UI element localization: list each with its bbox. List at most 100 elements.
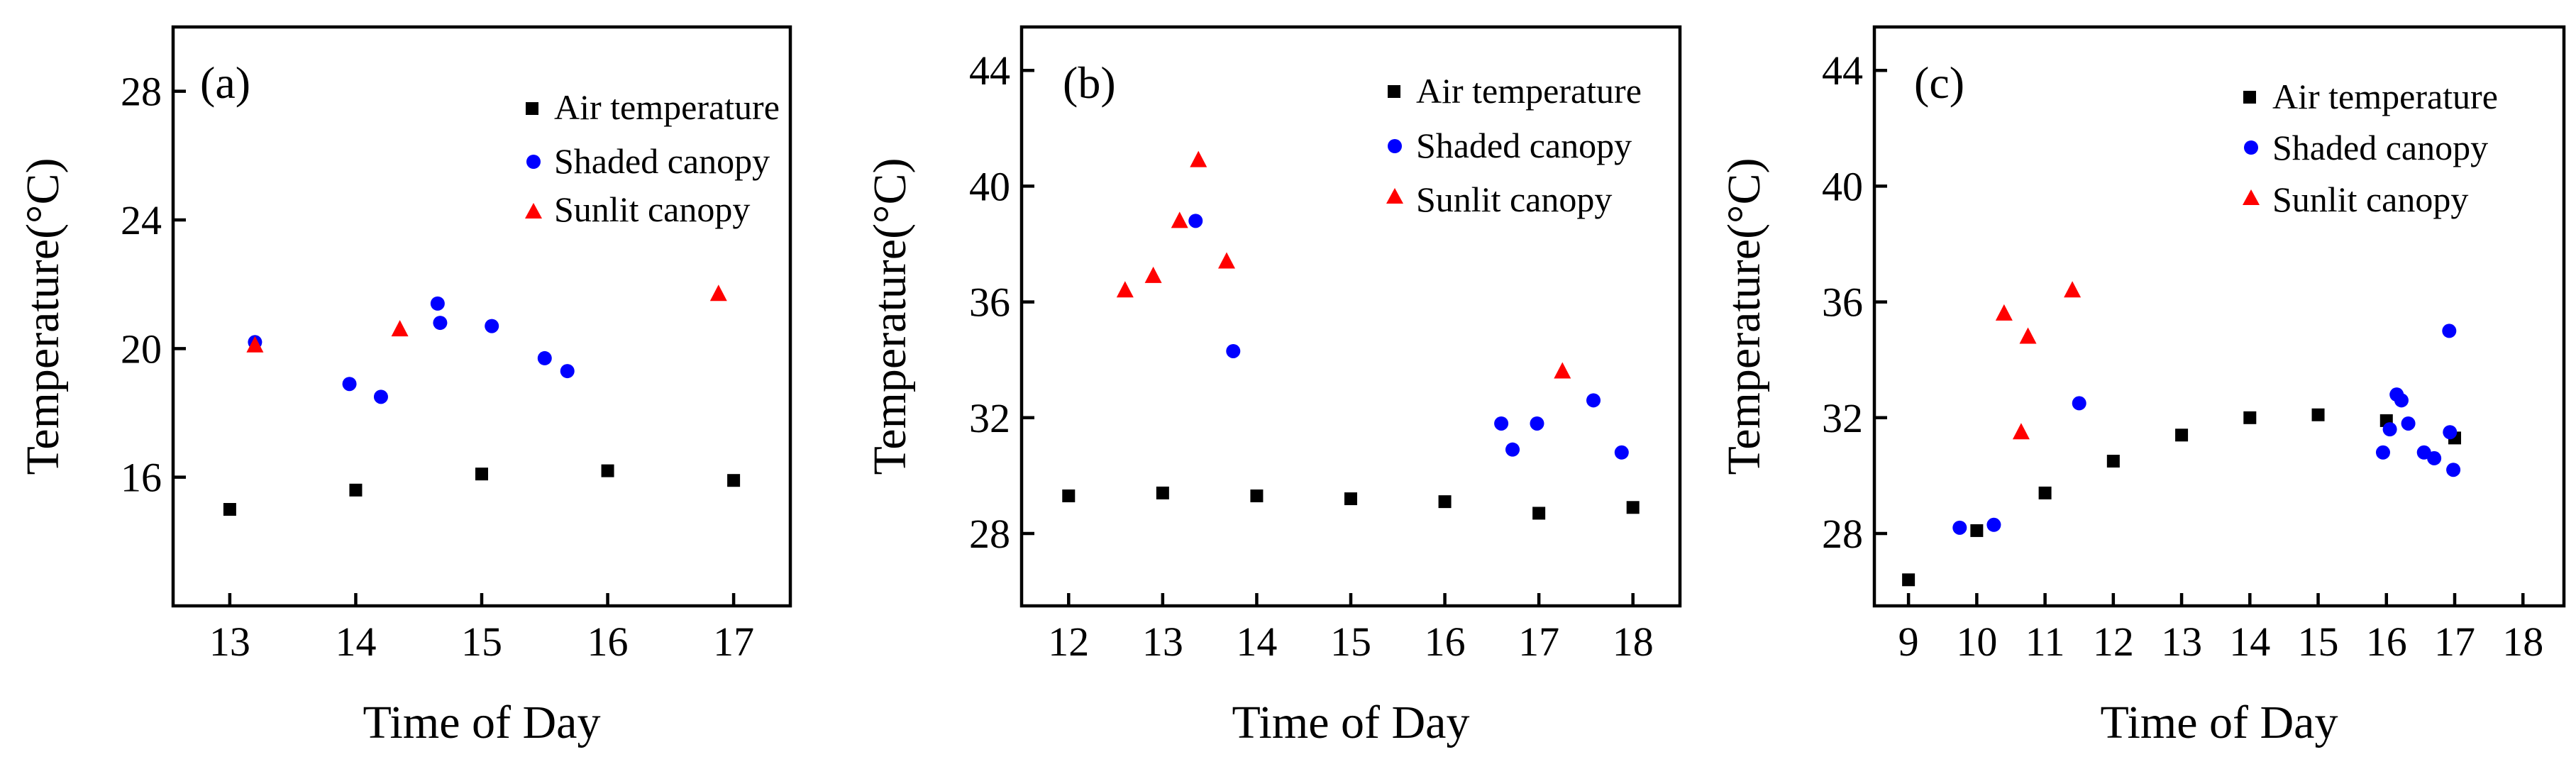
x-axis-label: Time of Day: [1232, 697, 1470, 748]
x-tick-label: 18: [2502, 619, 2543, 665]
legend: Air temperature Shaded canopy Sunlit can…: [1386, 71, 1642, 219]
x-tick-label: 13: [2161, 619, 2202, 665]
sunlit-canopy-point: [1218, 252, 1236, 269]
legend-circle-marker: [526, 155, 541, 169]
air-temperature-point: [1156, 486, 1169, 499]
x-tick-label: 9: [1898, 619, 1919, 665]
sunlit-canopy-point: [246, 336, 264, 353]
y-tick-label: 20: [121, 326, 162, 372]
x-tick-label: 15: [1330, 619, 1371, 665]
air-temperature-point: [1626, 501, 1640, 514]
legend-label: Air temperature: [2272, 77, 2498, 116]
y-axis-ticks: 28 32 36 40 44: [1822, 48, 1887, 557]
air-temperature-point: [2038, 486, 2052, 499]
legend-label: Sunlit canopy: [1416, 179, 1612, 219]
panel-label: (b): [1063, 57, 1116, 108]
legend-square-marker: [1388, 85, 1400, 98]
y-tick-label: 44: [969, 48, 1010, 94]
shaded-canopy-point: [1494, 416, 1509, 431]
shaded-canopy-point: [1586, 393, 1601, 408]
y-tick-label: 28: [121, 69, 162, 115]
x-tick-label: 13: [1142, 619, 1183, 665]
x-tick-label: 12: [1048, 619, 1089, 665]
y-axis-label: Temperature(°C): [1718, 158, 1770, 475]
panel-b: 12 13 14 15 16 17 18 28 32 36 40 44 (b) Air temper…: [864, 25, 1682, 748]
x-tick-label: 17: [713, 619, 754, 665]
air-temperature-point: [2311, 408, 2325, 421]
air-temperature-point: [1062, 489, 1076, 502]
x-tick-label: 18: [1613, 619, 1654, 665]
plot-frame: [1872, 25, 2566, 608]
legend-item: Sunlit canopy: [2243, 179, 2468, 219]
shaded-canopy-point: [1952, 520, 1967, 535]
air-temperature-point: [349, 483, 363, 497]
legend-item: Shaded canopy: [526, 141, 770, 181]
legend-item: Sunlit canopy: [525, 189, 750, 229]
x-tick-label: 16: [1425, 619, 1466, 665]
y-tick-label: 44: [1822, 48, 1863, 94]
legend: Air temperature Shaded canopy Sunlit can…: [525, 87, 780, 229]
legend-item: Air temperature: [2243, 77, 2498, 116]
y-axis-label: Temperature(°C): [17, 158, 69, 475]
sunlit-canopy-point: [2012, 423, 2030, 440]
sunlit-canopy-point: [1995, 304, 2013, 321]
air-temperature-point: [1438, 495, 1452, 509]
data-marks: [223, 284, 741, 516]
legend-square-marker: [526, 102, 538, 115]
air-temperature-point: [2175, 429, 2189, 442]
legend-label: Sunlit canopy: [554, 189, 750, 229]
shaded-canopy-point: [2382, 422, 2397, 437]
x-tick-label: 14: [1236, 619, 1277, 665]
air-temperature-point: [1250, 489, 1264, 502]
x-axis-ticks: 9 10 11 12 13 14 15 16 17 18: [1898, 593, 2543, 665]
y-axis-label: Temperature(°C): [864, 158, 916, 475]
data-marks: [1062, 150, 1640, 520]
air-temperature-point: [223, 503, 236, 516]
shaded-canopy-point: [2427, 450, 2442, 465]
x-tick-label: 14: [2229, 619, 2270, 665]
shaded-canopy-point: [430, 296, 445, 311]
legend-label: Air temperature: [554, 87, 780, 127]
shaded-canopy-point: [1986, 517, 2001, 532]
legend-label: Air temperature: [1416, 71, 1642, 111]
legend-item: Shaded canopy: [2244, 128, 2488, 167]
x-axis-label: Time of Day: [363, 697, 601, 748]
shaded-canopy-point: [373, 389, 388, 404]
legend-label: Shaded canopy: [554, 141, 770, 181]
legend: Air temperature Shaded canopy Sunlit can…: [2243, 77, 2498, 219]
sunlit-canopy-point: [2064, 281, 2082, 298]
x-tick-label: 16: [2366, 619, 2407, 665]
legend-item: Air temperature: [1388, 71, 1642, 111]
y-axis-ticks: 16 20 24 28: [121, 69, 186, 501]
x-axis-ticks: 12 13 14 15 16 17 18: [1048, 593, 1654, 665]
legend-label: Shaded canopy: [1416, 126, 1632, 165]
air-temperature-point: [1532, 507, 1546, 520]
y-axis-ticks: 28 32 36 40 44: [969, 48, 1034, 557]
data-marks: [1902, 281, 2462, 587]
shaded-canopy-point: [1226, 343, 1241, 358]
sunlit-canopy-point: [1171, 211, 1188, 228]
legend-triangle-marker: [525, 203, 542, 219]
shaded-canopy-point: [537, 350, 552, 365]
air-temperature-point: [601, 464, 614, 477]
shaded-canopy-point: [2394, 393, 2409, 408]
shaded-canopy-point: [485, 319, 499, 333]
air-temperature-point: [2106, 455, 2120, 468]
x-tick-label: 17: [1518, 619, 1559, 665]
y-tick-label: 32: [1822, 395, 1863, 441]
shaded-canopy-point: [2375, 445, 2390, 460]
air-temperature-point: [1902, 573, 1916, 587]
panel-label: (a): [200, 57, 250, 108]
air-temperature-point: [2243, 411, 2257, 424]
y-tick-label: 16: [121, 455, 162, 501]
shaded-canopy-point: [2443, 425, 2458, 440]
legend-label: Sunlit canopy: [2272, 179, 2468, 219]
y-tick-label: 24: [121, 197, 162, 243]
shaded-canopy-point: [560, 364, 575, 379]
x-tick-label: 16: [587, 619, 629, 665]
air-temperature-point: [1344, 492, 1357, 506]
air-temperature-point: [1970, 524, 1984, 537]
legend-triangle-marker: [1386, 188, 1403, 204]
shaded-canopy-point: [1614, 445, 1629, 460]
shaded-canopy-point: [342, 377, 357, 392]
